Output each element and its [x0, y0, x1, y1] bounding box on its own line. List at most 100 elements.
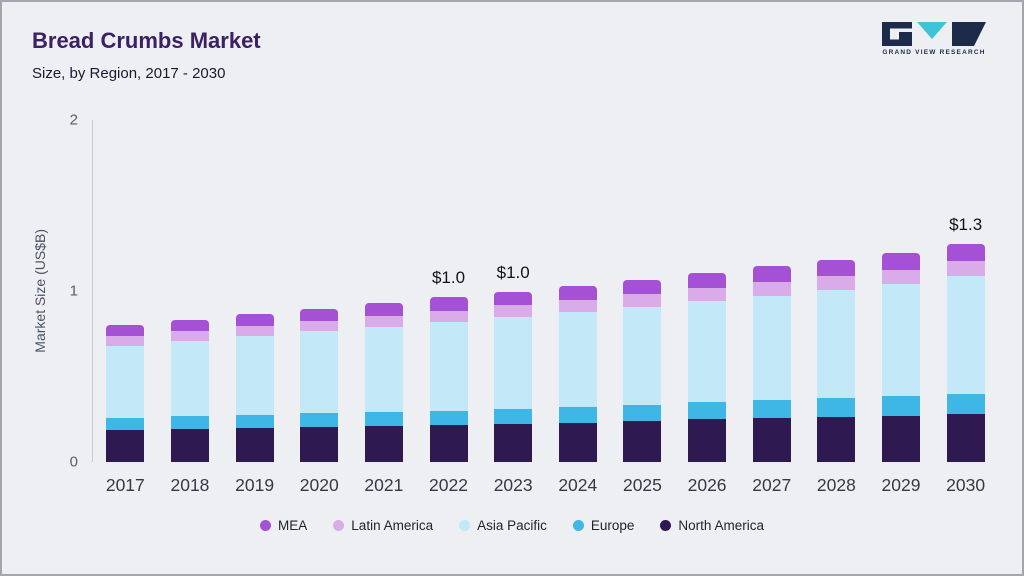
segment-mea [623, 279, 662, 295]
segment-europe [106, 417, 145, 430]
bar-value-label: $1.0 [496, 262, 530, 282]
segment-latin-america [235, 326, 274, 337]
segment-latin-america [106, 336, 145, 346]
segment-north-america [623, 420, 662, 462]
gvr-logo-text: GRAND VIEW RESEARCH [882, 49, 986, 56]
x-label-2022: 2022 [429, 475, 468, 495]
segment-latin-america [170, 331, 209, 341]
x-label-2023: 2023 [493, 475, 533, 495]
legend-dot-europe [572, 520, 584, 531]
legend-dot-latin-america [333, 520, 345, 531]
bar-2026 [675, 120, 740, 462]
segment-mea [235, 314, 274, 327]
segment-europe [817, 398, 856, 417]
legend-label-north-america: North America [678, 518, 764, 533]
segment-mea [170, 319, 209, 332]
segment-europe [752, 399, 791, 418]
stacked-bar [752, 120, 791, 462]
segment-mea [946, 244, 985, 262]
legend-item-asia-pacific: Asia Pacific [459, 518, 547, 533]
x-label-2027: 2027 [752, 475, 792, 495]
y-axis-line [92, 120, 93, 462]
segment-latin-america [882, 269, 920, 285]
segment-europe [882, 396, 920, 416]
bar-2029 [869, 120, 934, 462]
segment-europe [235, 414, 274, 428]
legend-label-latin-america: Latin America [351, 518, 434, 533]
bar-2028 [804, 120, 869, 462]
bar-2025 [610, 120, 675, 462]
x-label-2025: 2025 [622, 475, 662, 495]
segment-north-america [235, 427, 274, 462]
segment-north-america [882, 415, 920, 462]
x-label-2019: 2019 [235, 475, 275, 495]
x-label-2026: 2026 [687, 475, 727, 495]
segment-asia-pacific [106, 345, 145, 418]
segment-europe [300, 413, 339, 427]
x-label-2020: 2020 [299, 475, 339, 495]
y-tick-1: 1 [69, 282, 78, 300]
y-axis-ticks: 0 1 2 [56, 112, 84, 471]
x-label-2028: 2028 [816, 475, 856, 495]
segment-mea [817, 259, 856, 276]
segment-north-america [364, 426, 403, 462]
x-label-2021: 2021 [364, 475, 404, 495]
segment-mea [494, 291, 533, 306]
segment-mea [429, 297, 468, 311]
stacked-bar [300, 120, 339, 462]
segment-latin-america [623, 294, 662, 307]
segment-north-america [429, 425, 468, 462]
segment-asia-pacific [817, 290, 856, 399]
segment-mea [558, 285, 597, 301]
stacked-bar [817, 120, 856, 462]
segment-europe [688, 402, 727, 420]
bars: $1.0 $1.0 $1.3 [93, 120, 998, 462]
stacked-bar [170, 120, 209, 462]
legend-item-north-america: North America [660, 518, 764, 533]
segment-asia-pacific [300, 331, 339, 414]
segment-europe [170, 416, 209, 429]
bar-2023: $1.0 [481, 120, 546, 462]
segment-europe [946, 393, 985, 415]
stacked-bar [364, 120, 403, 462]
segment-latin-america [946, 261, 985, 277]
stacked-bar [494, 120, 533, 462]
x-label-2024: 2024 [558, 475, 598, 495]
bar-2027 [739, 120, 804, 462]
segment-north-america [300, 426, 339, 462]
segment-asia-pacific [558, 312, 597, 407]
gvr-logo: GRAND VIEW RESEARCH [882, 22, 986, 56]
segment-north-america [946, 414, 985, 462]
x-label-2030: 2030 [946, 475, 986, 495]
x-label-2029: 2029 [881, 475, 921, 495]
segment-latin-america [364, 315, 403, 327]
segment-mea [300, 308, 339, 321]
segment-latin-america [752, 282, 791, 296]
legend-dot-asia-pacific [459, 520, 471, 531]
segment-asia-pacific [752, 295, 791, 400]
stacked-bar [558, 120, 597, 462]
stacked-bar [623, 120, 662, 462]
segment-asia-pacific [623, 306, 662, 405]
segment-asia-pacific [364, 326, 403, 413]
legend: MEA Latin America Asia Pacific Europe North … [2, 518, 1022, 533]
segment-asia-pacific [494, 316, 533, 410]
segment-mea [752, 266, 791, 283]
segment-europe [558, 406, 597, 423]
segment-mea [882, 252, 920, 270]
bar-2018 [158, 120, 223, 462]
segment-europe [429, 410, 468, 426]
stacked-bar [882, 120, 920, 462]
segment-north-america [106, 429, 145, 462]
bar-value-label: $1.0 [431, 268, 466, 288]
stacked-bar [106, 120, 145, 462]
segment-north-america [494, 424, 533, 462]
segment-north-america [688, 419, 727, 462]
segment-latin-america [817, 275, 856, 290]
legend-dot-north-america [660, 520, 672, 531]
segment-north-america [817, 416, 856, 462]
legend-item-europe: Europe [572, 518, 634, 533]
x-axis-labels: 2017 2018 2019 2020 2021 2022 2023 2024 2025 2026… [93, 475, 998, 496]
segment-asia-pacific [688, 301, 727, 403]
